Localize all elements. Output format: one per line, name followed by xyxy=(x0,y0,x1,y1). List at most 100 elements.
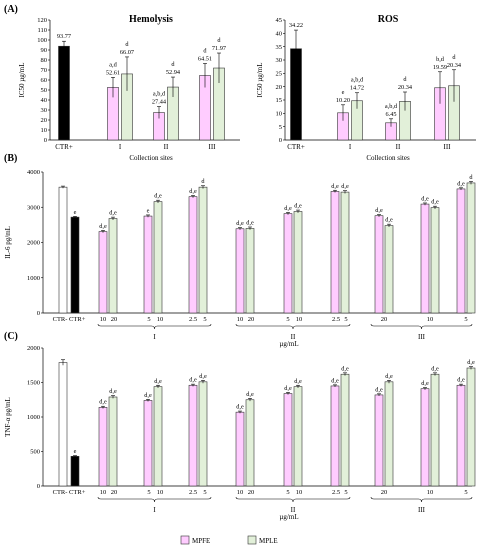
chart-a-ros-sig-label-4: d xyxy=(403,76,407,83)
chart-b-il6-bar-mpfe-2 xyxy=(188,196,198,314)
chart-c-tnfa-bar-mple-8 xyxy=(466,367,476,487)
chart-b-il6-conc-label-10: 2.5 xyxy=(332,316,340,323)
chart-b-il6-bar-mpfe-0 xyxy=(98,231,108,314)
chart-b-il6-site-brace-0 xyxy=(97,323,212,330)
chart-c-tnfa-ytick-label-3: 1500 xyxy=(27,380,40,387)
chart-a-ros-title: ROS xyxy=(378,14,399,25)
chart-c-tnfa-site-label-1: II xyxy=(291,506,296,514)
chart-a-hemolysis-sig-label-1: a,d xyxy=(109,61,117,68)
chart-c-tnfa-ylabel: TNF-α pg/mL xyxy=(4,397,12,437)
chart-b-il6-bar-mpfe-3 xyxy=(235,228,245,314)
chart-c-tnfa-control-bar-0 xyxy=(58,362,68,487)
chart-a-ros-ytick-label-7: 35 xyxy=(276,44,283,51)
chart-a-ros-data-label-4: 20.34 xyxy=(398,84,413,91)
chart-a-hemolysis-ytick-label-1: 10 xyxy=(41,127,48,134)
panel-label-c: (C) xyxy=(4,331,18,342)
chart-b-il6-xlabel: µg/mL xyxy=(279,340,298,348)
chart-a-ros-data-label-5: 19.59 xyxy=(433,64,447,71)
chart-b-il6-sig-mple-4: d,e xyxy=(294,203,302,210)
chart-a-ros-group-label-1: I xyxy=(349,143,352,151)
chart-b-il6-conc-label-13: 10 xyxy=(427,316,434,323)
chart-b-il6-site-brace-1 xyxy=(235,323,351,330)
legend: MPFE MPLE xyxy=(180,535,278,545)
chart-c-tnfa-conc-label-2: 5 xyxy=(147,489,150,496)
chart-b-il6-conc-label-0: 10 xyxy=(100,316,107,323)
chart-b-il6-conc-label-11: 5 xyxy=(344,316,347,323)
chart-b-il6-bar-mpfe-8 xyxy=(456,188,466,314)
chart-c-tnfa-bar-mple-7 xyxy=(430,373,440,487)
chart-c-tnfa-ytick-label-2: 1000 xyxy=(27,414,40,421)
chart-a-hemolysis-sig-label-3: a,b,d xyxy=(153,91,166,98)
chart-a-hemolysis-ytick-label-4: 40 xyxy=(41,97,48,104)
chart-b-il6-sig-mpfe-7: d,e xyxy=(421,195,429,202)
chart-c-tnfa-bar-mpfe-0 xyxy=(98,407,108,487)
chart-a-ros-sig-label-2: a,b,d xyxy=(351,77,364,84)
chart-a-hemolysis-ytick-label-11: 110 xyxy=(37,27,47,34)
chart-b-il6-conc-label-9: 10 xyxy=(296,316,303,323)
chart-a-ros-xlabel: Collection sites xyxy=(366,154,410,162)
chart-b-il6-bar-mpfe-4 xyxy=(283,213,293,314)
chart-b-il6-sig-mpfe-4: d,e xyxy=(284,205,292,212)
chart-c-tnfa-bar-mpfe-7 xyxy=(420,388,430,487)
chart-a-hemolysis-ytick-label-9: 90 xyxy=(41,47,48,54)
chart-b-il6-bar-mpfe-6 xyxy=(374,215,384,314)
panel-label-b: (B) xyxy=(4,153,17,164)
chart-a-ros-ylabel: IC50 µg/mL xyxy=(256,63,264,98)
chart-b-il6-bar-mple-8 xyxy=(466,182,476,314)
chart-a-hemolysis-xlabel: Collection sites xyxy=(129,154,173,162)
chart-a-ros-sig-label-3: a,b,d xyxy=(385,103,398,110)
chart-c-tnfa-conc-label-12: 20 xyxy=(381,489,388,496)
chart-c-tnfa-bar-mpfe-5 xyxy=(330,385,340,487)
chart-a-ros-data-label-3: 6.45 xyxy=(385,111,396,118)
chart-c-tnfa-control-bar-1 xyxy=(70,456,80,487)
chart-b-il6-ytick-label-2: 2000 xyxy=(27,240,40,247)
chart-a-hemolysis-ylabel: IC50 µg/mL xyxy=(18,63,26,98)
chart-c-tnfa-sig-mple-6: d,e xyxy=(385,373,393,380)
chart-c-tnfa-conc-label-13: 10 xyxy=(427,489,434,496)
chart-c-tnfa-control-labels: CTR- CTR+ xyxy=(53,489,86,496)
chart-b-il6-conc-label-5: 5 xyxy=(203,316,206,323)
chart-a-hemolysis-group-label-1: I xyxy=(119,143,122,151)
chart-b-il6-sig-mpfe-6: d,e xyxy=(375,207,383,214)
chart-c-tnfa-ytick-label-4: 2000 xyxy=(27,345,40,352)
chart-c-tnfa-conc-label-14: 5 xyxy=(464,489,467,496)
chart-b-il6-conc-label-4: 2.5 xyxy=(189,316,197,323)
chart-c-tnfa-conc-label-7: 20 xyxy=(248,489,255,496)
chart-c-tnfa-sig-mple-3: d,e xyxy=(246,391,254,398)
chart-c-tnfa-sig-mpfe-7: d,e xyxy=(421,380,429,387)
chart-b-il6-sig-mple-0: d,e xyxy=(109,210,117,217)
chart-b-il6-bar-mpfe-7 xyxy=(420,203,430,314)
chart-a-ros-axes: 0 5 10 15 20 25 30 35 40 45 xyxy=(276,17,476,144)
chart-b-il6-conc-label-7: 20 xyxy=(248,316,255,323)
chart-b-il6-bar-mple-4 xyxy=(293,211,303,314)
chart-c-tnfa-conc-label-3: 10 xyxy=(157,489,164,496)
chart-b-il6-bar-mple-3 xyxy=(245,228,255,314)
chart-a-hemolysis-group-label-2: II xyxy=(164,143,169,151)
chart-a-hemolysis-ytick-label-7: 70 xyxy=(41,67,48,74)
chart-a-hemolysis-group-label-3: III xyxy=(209,143,217,151)
chart-b-il6-conc-label-12: 20 xyxy=(381,316,388,323)
chart-c-tnfa-conc-label-10: 2.5 xyxy=(332,489,340,496)
chart-a-hemolysis-ytick-label-6: 60 xyxy=(41,77,48,84)
chart-c-tnfa-sig-mpfe-3: d,e xyxy=(236,404,244,411)
chart-b-il6-ylabel: IL-6 pg/mL xyxy=(4,226,12,259)
chart-c-tnfa-sig-mpfe-8: d,e xyxy=(457,377,465,384)
chart-b-il6-control-labels: CTR- CTR+ xyxy=(53,316,86,323)
chart-b-il6-sig-mpfe-1: e xyxy=(147,207,150,214)
chart-c-tnfa-site-brace-2 xyxy=(370,496,473,503)
chart-a-hemolysis-ytick-label-5: 50 xyxy=(41,87,48,94)
chart-a-hemolysis-data-label-1: 52.61 xyxy=(106,69,120,76)
chart-c-tnfa-bar-mple-4 xyxy=(293,386,303,487)
chart-b-il6-bar-mpfe-1 xyxy=(143,215,153,314)
chart-a-hemolysis-sig-label-2: d xyxy=(125,41,129,48)
chart-a-hemolysis-sig-label-5: d xyxy=(203,47,207,54)
chart-a-hemolysis-data-label-6: 71.97 xyxy=(212,45,226,52)
chart-b-il6-site-brace-2 xyxy=(370,323,473,330)
chart-b-il6-conc-label-6: 10 xyxy=(237,316,244,323)
chart-b-il6-sig-mpfe-2: d,e xyxy=(189,188,197,195)
chart-a-ros-ytick-label-8: 40 xyxy=(276,31,283,38)
chart-a-hemolysis-data-label-4: 52.94 xyxy=(166,69,181,76)
chart-a-ros-sig-label-5: b,d xyxy=(436,56,445,63)
